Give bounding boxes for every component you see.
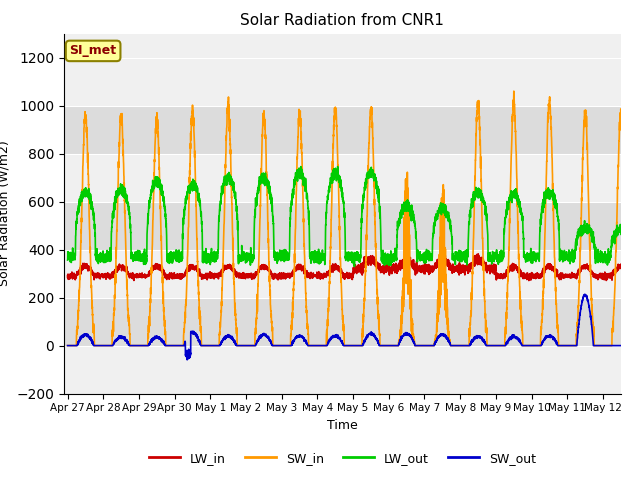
LW_in — [405, 257, 413, 263]
LW_in — [474, 251, 482, 257]
Text: SI_met: SI_met — [70, 44, 116, 58]
Bar — [64, 202, 621, 250]
SW_in — [374, 313, 382, 319]
SW_out — [538, 339, 546, 345]
LW_out — [64, 257, 72, 263]
SW_in — [405, 250, 413, 255]
SW_out — [635, 343, 640, 348]
SW_out — [553, 340, 561, 346]
Y-axis label: Solar Radiation (W/m2): Solar Radiation (W/m2) — [0, 141, 11, 287]
Line: SW_in: SW_in — [68, 91, 639, 346]
LW_in — [510, 264, 518, 270]
LW_in — [538, 272, 546, 278]
LW_out — [405, 203, 413, 209]
SW_in — [182, 297, 190, 303]
Bar — [64, 346, 621, 394]
LW_out — [297, 164, 305, 169]
LW_in — [64, 273, 72, 278]
SW_out — [64, 343, 72, 348]
LW_in — [374, 264, 382, 270]
SW_in — [64, 343, 72, 348]
SW_out — [510, 332, 518, 338]
Bar — [64, 298, 621, 346]
SW_out — [183, 357, 191, 363]
Bar — [64, 106, 621, 154]
SW_in — [635, 343, 640, 348]
LW_out — [510, 191, 518, 197]
SW_in — [510, 88, 518, 94]
SW_out — [182, 352, 190, 358]
LW_in — [182, 269, 190, 275]
SW_out — [405, 332, 413, 338]
SW_in — [538, 317, 546, 323]
Line: LW_in: LW_in — [68, 254, 639, 290]
Line: LW_out: LW_out — [68, 167, 639, 310]
Line: SW_out: SW_out — [68, 294, 639, 360]
Title: Solar Radiation from CNR1: Solar Radiation from CNR1 — [241, 13, 444, 28]
SW_in — [510, 109, 518, 115]
Bar — [64, 154, 621, 202]
LW_out — [538, 206, 546, 212]
LW_out — [635, 307, 640, 312]
LW_out — [553, 205, 561, 211]
Bar — [64, 58, 621, 106]
Legend: LW_in, SW_in, LW_out, SW_out: LW_in, SW_in, LW_out, SW_out — [144, 447, 541, 469]
LW_out — [182, 199, 190, 204]
LW_in — [553, 271, 561, 276]
SW_out — [374, 340, 382, 346]
X-axis label: Time: Time — [327, 419, 358, 432]
LW_out — [374, 193, 382, 199]
Bar — [64, 250, 621, 298]
LW_in — [635, 288, 640, 293]
SW_out — [581, 291, 589, 297]
SW_in — [553, 311, 561, 317]
